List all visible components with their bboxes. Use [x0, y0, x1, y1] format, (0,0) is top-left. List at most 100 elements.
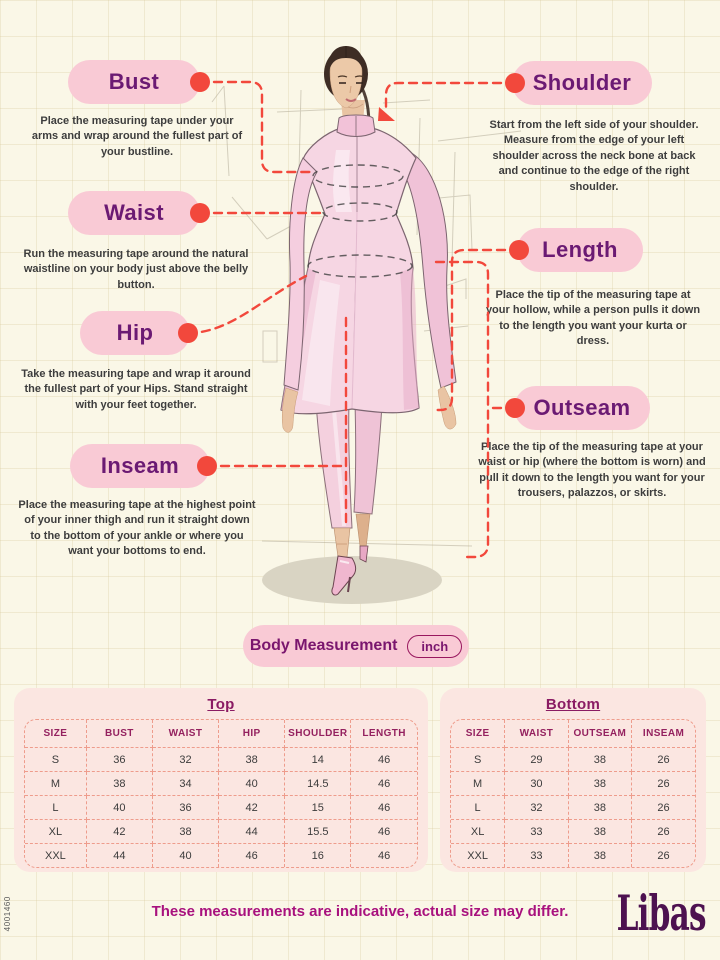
column-header: LENGTH	[350, 720, 417, 748]
bust-label: Bust	[108, 69, 160, 94]
size-cell: L	[25, 795, 87, 820]
value-cell: 40	[152, 843, 220, 867]
hip-pill: Hip	[80, 311, 190, 355]
floor-shadow	[262, 556, 442, 604]
column-header: WAIST	[152, 720, 220, 748]
shoulder-pill: Shoulder	[512, 61, 652, 105]
top-size-panel: Top SIZE BUST WAIST HIP SHOULDER LENGTH S 36 32…	[14, 688, 428, 872]
bottom-size-panel: Bottom SIZE WAIST OUTSEAM INSEAM S 29 38 26 M 30…	[440, 688, 706, 872]
value-cell: 44	[218, 819, 286, 844]
disclaimer-note: These measurements are indicative, actua…	[151, 903, 569, 920]
header-row: SIZE WAIST OUTSEAM INSEAM	[451, 720, 695, 748]
value-cell: 38	[86, 771, 153, 796]
size-cell: L	[451, 795, 506, 820]
table-row: M 30 38 26	[451, 771, 695, 796]
column-header: SIZE	[25, 720, 87, 748]
inseam-pill: Inseam	[70, 444, 210, 488]
inseam-label: Inseam	[100, 453, 180, 478]
top-size-table-wrap: SIZE BUST WAIST HIP SHOULDER LENGTH S 36 32 38 14…	[24, 719, 418, 868]
model	[280, 46, 457, 596]
value-cell: 40	[218, 771, 286, 796]
value-cell: 32	[504, 795, 569, 820]
column-header: INSEAM	[631, 720, 695, 748]
libas-logo: Libas	[616, 884, 707, 942]
value-cell: 46	[350, 795, 417, 820]
value-cell: 26	[657, 849, 670, 862]
column-header: SHOULDER	[284, 720, 352, 748]
outseam-label: Outseam	[533, 395, 631, 420]
outseam-connector	[434, 260, 490, 559]
value-cell: 38	[568, 843, 633, 867]
value-cell: 33	[504, 843, 569, 867]
hip-description: Take the measuring tape and wrap it arou…	[21, 368, 251, 411]
value-cell: 38	[568, 747, 633, 772]
size-cell: XXL	[25, 843, 87, 867]
value-cell: 44	[86, 843, 153, 867]
value-cell: 15	[284, 795, 352, 820]
size-cell: XXL	[451, 843, 506, 867]
shoulder-description: Start from the left side of your shoulde…	[489, 119, 699, 193]
value-cell: 14.5	[284, 771, 352, 796]
value-cell: 36	[86, 747, 153, 772]
value-cell: 38	[568, 771, 633, 796]
value-cell: 42	[86, 819, 153, 844]
table-row: XXL 44 40 46 16 46	[25, 843, 417, 867]
value-cell: 33	[504, 819, 569, 844]
column-header: BUST	[86, 720, 153, 748]
value-cell: 46	[350, 771, 417, 796]
size-cell: XL	[25, 819, 87, 844]
waist-description: Run the measuring tape around the natura…	[23, 248, 249, 291]
column-header: HIP	[218, 720, 286, 748]
table-row: XL 42 38 44 15.5 46	[25, 819, 417, 844]
bottom-size-table-wrap: SIZE WAIST OUTSEAM INSEAM S 29 38 26 M 30 38 26 L 32…	[450, 719, 696, 868]
size-cell: S	[25, 747, 87, 772]
table-row: L 32 38 26	[451, 795, 695, 820]
value-cell: 38	[152, 819, 220, 844]
shoulder-arrowhead	[378, 107, 395, 121]
value-cell: 46	[350, 747, 417, 772]
size-cell: M	[25, 771, 87, 796]
table-row: L 40 36 42 15 46	[25, 795, 417, 820]
sketch-lines	[211, 85, 522, 547]
value-cell: 36	[152, 795, 220, 820]
length-description: Place the tip of the measuring tape at y…	[485, 289, 701, 348]
outseam-pill: Outseam	[514, 386, 650, 430]
value-cell: 38	[218, 747, 286, 772]
waist-line	[322, 202, 398, 222]
column-header: OUTSEAM	[568, 720, 633, 748]
value-cell: 42	[218, 795, 286, 820]
size-cell: M	[451, 771, 506, 796]
value-cell: 26	[631, 747, 695, 772]
column-header: SIZE	[451, 720, 506, 748]
value-cell: 46	[350, 819, 417, 844]
top-size-table: SIZE BUST WAIST HIP SHOULDER LENGTH S 36 32 38 14…	[25, 720, 417, 867]
value-cell: 26	[631, 795, 695, 820]
hip-line	[307, 254, 413, 278]
shoulder-label: Shoulder	[532, 70, 632, 95]
bust-pill: Bust	[68, 60, 200, 104]
hip-label: Hip	[116, 320, 154, 345]
bottom-size-table: SIZE WAIST OUTSEAM INSEAM S 29 38 26 M 30 38 26 L 32…	[451, 720, 695, 867]
table-row: M 38 34 40 14.5 46	[25, 771, 417, 796]
header-row: SIZE BUST WAIST HIP SHOULDER LENGTH	[25, 720, 417, 748]
table-row: S 29 38 26	[451, 747, 695, 772]
waist-label: Waist	[104, 200, 164, 225]
waist-pill: Waist	[68, 191, 200, 235]
body-measure-ellipses	[307, 164, 413, 278]
table-row: XXL 33 38 26	[451, 843, 695, 867]
unit-chip: inch	[407, 634, 463, 658]
bottom-table-title: Bottom	[545, 696, 601, 713]
value-cell: 46	[378, 849, 391, 862]
size-cell: XL	[451, 819, 506, 844]
body-measurement-label: Body Measurement	[249, 637, 398, 654]
value-cell: 14	[284, 747, 352, 772]
bust-line	[312, 164, 404, 188]
value-cell: 46	[218, 843, 286, 867]
length-pill: Length	[517, 228, 643, 272]
size-cell: S	[451, 747, 506, 772]
outseam-description: Place the tip of the measuring tape at y…	[478, 441, 706, 500]
table-row: S 36 32 38 14 46	[25, 747, 417, 772]
product-code: 4001460	[3, 896, 12, 932]
table-row: XL 33 38 26	[451, 819, 695, 844]
